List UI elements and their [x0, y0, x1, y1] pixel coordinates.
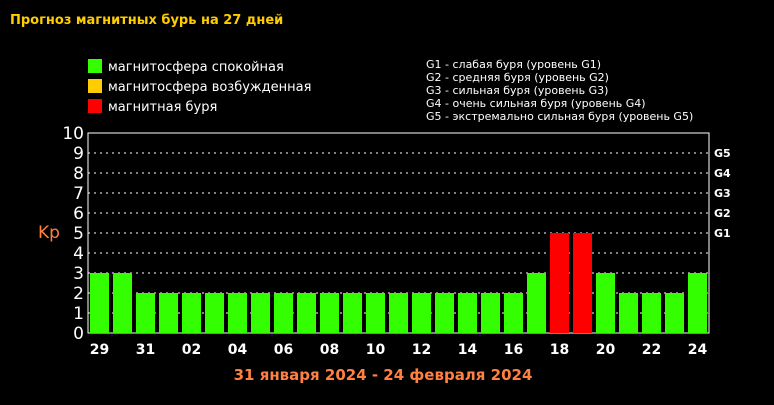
y-tick-label: 7 [73, 184, 84, 204]
x-tick-label: 29 [90, 342, 109, 358]
storm-level-g1-description: G1 - слабая буря (уровень G1) [426, 58, 601, 71]
x-tick-label: 02 [182, 342, 201, 358]
storm-level-g3-description: G3 - сильная буря (уровень G3) [426, 84, 608, 97]
x-tick-label: 16 [504, 342, 523, 358]
y-tick-label: 4 [73, 244, 84, 264]
status-legend: магнитосфера спокойная магнитосфера возб… [88, 59, 311, 115]
kp-bar [504, 293, 523, 333]
y-tick-label: 3 [73, 264, 84, 284]
legend-swatch-excited [88, 79, 102, 93]
kp-bar [320, 293, 339, 333]
kp-bar [274, 293, 293, 333]
legend-label-excited: магнитосфера возбужденная [108, 80, 311, 95]
storm-level-tick-g3: G3 [714, 187, 731, 200]
storm-level-tick-g2: G2 [714, 207, 731, 220]
storm-level-tick-g1: G1 [714, 227, 731, 240]
kp-bar [113, 273, 132, 333]
kp-bar [665, 293, 684, 333]
kp-bar [343, 293, 362, 333]
kp-bar [297, 293, 316, 333]
y-tick-label: 5 [73, 224, 84, 244]
kp-bar [159, 293, 178, 333]
kp-bar [619, 293, 638, 333]
y-tick-label: 0 [73, 324, 84, 344]
x-tick-label: 20 [596, 342, 616, 358]
legend-label-calm: магнитосфера спокойная [108, 60, 284, 75]
date-range-label: 31 января 2024 - 24 февраля 2024 [234, 366, 533, 384]
kp-bar [90, 273, 109, 333]
kp-bar [642, 293, 661, 333]
y-axis-label: Kp [38, 223, 60, 243]
storm-level-tick-g5: G5 [714, 147, 731, 160]
kp-bar [182, 293, 201, 333]
y-tick-label: 2 [73, 284, 84, 304]
x-tick-label: 10 [366, 342, 386, 358]
y-tick-label: 10 [62, 124, 84, 144]
storm-level-tick-g4: G4 [714, 167, 731, 180]
kp-bar [596, 273, 615, 333]
x-tick-label: 08 [320, 342, 339, 358]
kp-bar [550, 233, 569, 333]
kp-bar [481, 293, 500, 333]
x-tick-label: 06 [274, 342, 293, 358]
legend-label-storm: магнитная буря [108, 100, 217, 115]
kp-bar [366, 293, 385, 333]
storm-level-legend: G1 - слабая буря (уровень G1) G2 - средн… [426, 58, 693, 123]
x-tick-label: 18 [550, 342, 569, 358]
kp-bar [251, 293, 270, 333]
kp-bar [389, 293, 408, 333]
kp-bar [205, 293, 224, 333]
x-tick-label: 12 [412, 342, 431, 358]
storm-level-g2-description: G2 - средняя буря (уровень G2) [426, 71, 609, 84]
legend-swatch-storm [88, 99, 102, 113]
x-tick-label: 04 [228, 342, 248, 358]
x-tick-label: 31 [136, 342, 155, 358]
x-tick-label: 24 [688, 342, 708, 358]
kp-bar [412, 293, 431, 333]
kp-bar [228, 293, 247, 333]
y-tick-label: 9 [73, 144, 84, 164]
storm-level-g5-description: G5 - экстремально сильная буря (уровень … [426, 110, 693, 123]
kp-bar [136, 293, 155, 333]
x-tick-label: 14 [458, 342, 478, 358]
storm-level-g4-description: G4 - очень сильная буря (уровень G4) [426, 97, 646, 110]
y-tick-label: 1 [73, 304, 84, 324]
legend-swatch-calm [88, 59, 102, 73]
x-tick-label: 22 [642, 342, 661, 358]
kp-bar [688, 273, 707, 333]
y-tick-label: 8 [73, 164, 84, 184]
kp-bar [458, 293, 477, 333]
kp-bar [435, 293, 454, 333]
kp-bar [573, 233, 592, 333]
kp-bar [527, 273, 546, 333]
y-tick-label: 6 [73, 204, 84, 224]
chart-title: Прогноз магнитных бурь на 27 дней [10, 13, 283, 28]
